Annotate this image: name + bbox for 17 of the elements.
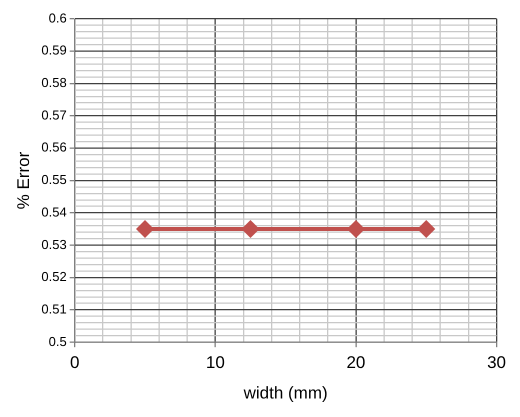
x-tick-label: 20 [346,353,366,372]
y-tick-label: 0.6 [48,10,67,26]
x-axis-title: width (mm) [242,383,328,402]
y-tick-label: 0.53 [41,236,67,252]
y-tick-label: 0.56 [41,140,67,155]
y-axis-title: % Error [14,151,33,210]
y-tick-label: 0.5 [48,334,67,349]
y-tick-label: 0.54 [41,204,67,220]
y-tick-label: 0.59 [41,42,67,58]
x-tick-label: 10 [206,353,225,372]
y-tick-label: 0.58 [41,75,67,90]
y-tick-label: 0.52 [41,269,67,284]
x-tick-label: 30 [487,353,506,372]
y-tick-label: 0.55 [41,172,67,188]
y-tick-label: 0.57 [41,107,67,122]
y-tick-label: 0.51 [41,301,67,316]
x-tick-label: 0 [70,353,80,372]
